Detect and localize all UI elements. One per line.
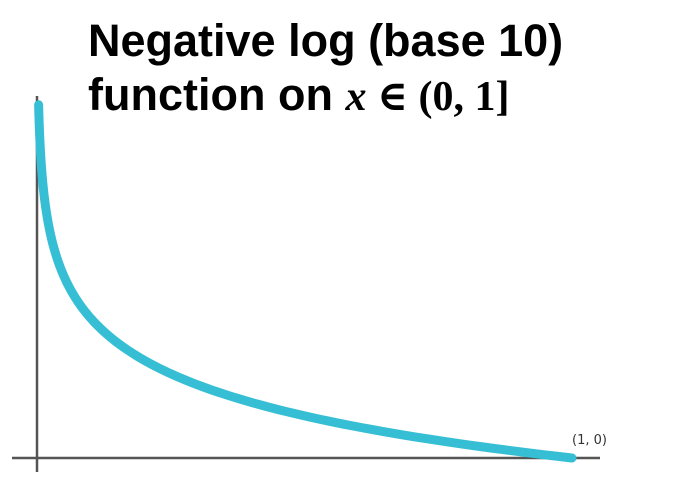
series-point	[462, 441, 468, 447]
series-point	[355, 424, 361, 430]
chart-title-line-1: Negative log (base 10)	[88, 15, 564, 66]
chart-title: Negative log (base 10) function on x ∈ (…	[88, 14, 563, 124]
annotation-point-label: (1, 0)	[572, 433, 607, 448]
series-point	[141, 357, 147, 363]
series-point	[516, 448, 522, 454]
series-point	[39, 175, 45, 181]
chart-title-line-2: function on x ∈ (0, 1]	[88, 68, 563, 124]
series-point	[37, 133, 43, 139]
chart-title-prefix: function on	[88, 69, 346, 120]
series-point	[77, 301, 83, 307]
series-point	[114, 340, 120, 346]
series-line	[34, 100, 577, 463]
series-point	[409, 434, 415, 440]
series-point	[36, 102, 42, 108]
chart-title-math-interval: ∈ (0, 1]	[366, 74, 510, 120]
series-point	[302, 413, 308, 419]
series-point	[195, 382, 201, 388]
series-point	[88, 315, 94, 321]
series-point	[248, 399, 254, 405]
series-point	[50, 242, 56, 248]
chart-title-math-var: x	[345, 74, 367, 120]
series-point	[61, 273, 67, 279]
series-point	[45, 217, 51, 223]
series-point	[569, 455, 575, 461]
chart-title-math: x ∈ (0, 1]	[345, 74, 509, 120]
